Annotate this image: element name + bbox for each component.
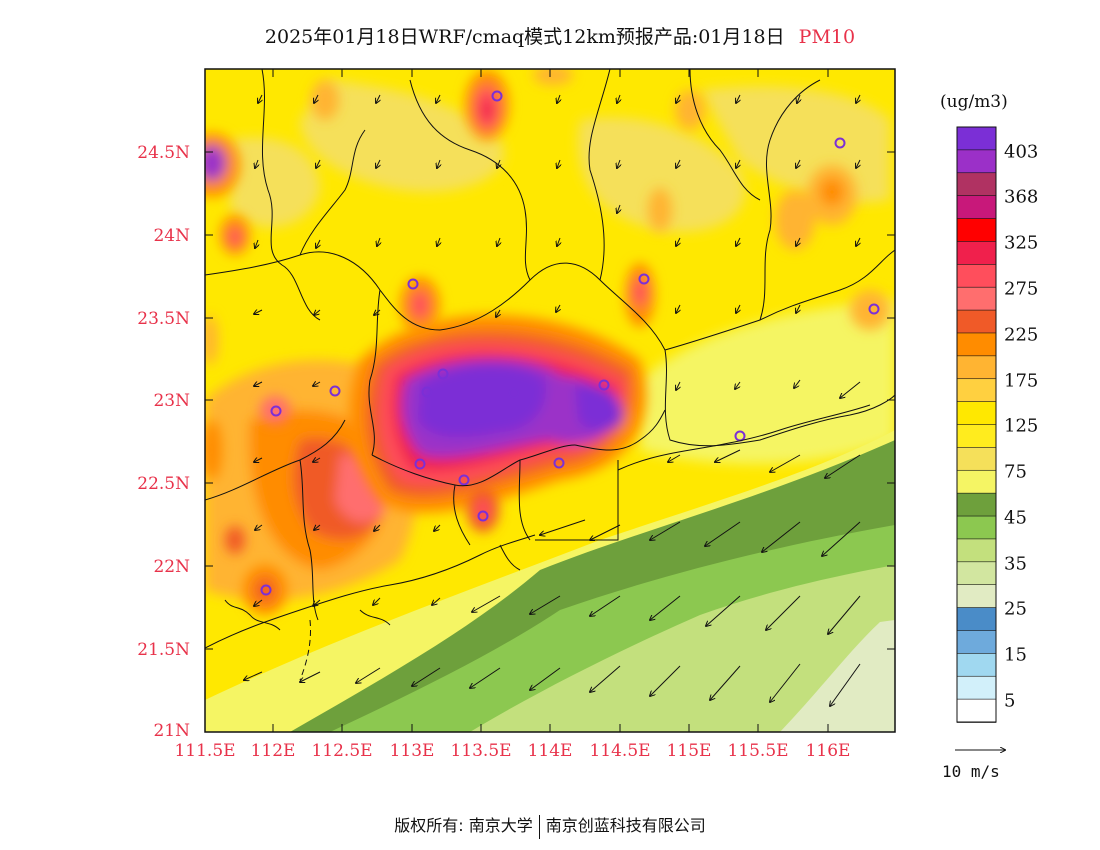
colorbar-frame [956, 126, 997, 723]
sea-band-pale [780, 620, 895, 732]
lat-label-21: 21N [153, 721, 190, 741]
colorbar-label: 5 [1004, 690, 1016, 712]
lat-label-23-5: 23.5N [137, 309, 190, 329]
lat-label-22: 22N [153, 557, 190, 577]
colorbar-label: 45 [1004, 507, 1027, 529]
wind-reference-label: 10 m/s [942, 762, 1000, 781]
colorbar-swatch [956, 264, 997, 288]
colorbar-swatch [956, 401, 997, 426]
colorbar-label: 275 [1004, 278, 1039, 300]
wind-arrows [244, 94, 860, 706]
lat-label-22-5: 22.5N [137, 474, 190, 494]
colorbar-swatch [956, 218, 997, 243]
colorbar-label: 225 [1004, 324, 1039, 346]
colorbar-swatch [956, 630, 997, 655]
colorbar-swatch [956, 309, 997, 334]
lon-label-114: 114E [527, 741, 573, 761]
footer-company: 南京创蓝科技有限公司 [545, 816, 706, 835]
colorbar-label: 175 [1004, 370, 1039, 392]
colorbar-label: 15 [1004, 644, 1027, 666]
footer: 版权所有: 南京大学 南京创蓝科技有限公司 [0, 812, 1100, 839]
colorbar-swatch [956, 378, 997, 403]
colorbar-label: 35 [1004, 553, 1027, 575]
title-main: 2025年01月18日WRF/cmaq模式12km预报产品:01月18日 [264, 26, 785, 48]
axis-ticks [205, 69, 895, 732]
colorbar-swatch [956, 675, 997, 700]
colorbar-swatch [956, 561, 997, 586]
colorbar-swatch [956, 447, 997, 472]
lon-label-116: 116E [805, 741, 851, 761]
colorbar-swatch [956, 286, 997, 311]
colorbar-label: 325 [1004, 232, 1039, 254]
colorbar-swatch [956, 241, 997, 266]
lon-label-114-5: 114.5E [589, 741, 651, 761]
station-markers [260, 90, 880, 596]
lon-label-112: 112E [250, 741, 296, 761]
lon-label-113: 113E [389, 741, 435, 761]
lat-label-24-5: 24.5N [137, 143, 190, 163]
colorbar-swatch [956, 149, 997, 174]
colorbar-label: 25 [1004, 598, 1027, 620]
footer-copyright: 版权所有: 南京大学 [394, 816, 533, 835]
lon-label-115: 115E [666, 741, 712, 761]
colorbar-swatch [956, 653, 997, 678]
lat-label-23: 23N [153, 391, 190, 411]
lon-label-115-5: 115.5E [727, 741, 789, 761]
lon-label-113-5: 113.5E [450, 741, 512, 761]
page-title: 2025年01月18日WRF/cmaq模式12km预报产品:01月18日 PM10 [0, 22, 1100, 49]
colorbar-label: 403 [1004, 141, 1039, 163]
colorbar-swatch [956, 492, 997, 517]
colorbar-swatch [956, 698, 997, 723]
colorbar-label: 75 [1004, 461, 1027, 483]
colorbar-swatch [956, 538, 997, 563]
colorbar-swatch [956, 515, 997, 540]
colorbar-unit: (ug/m3) [940, 92, 1008, 112]
colorbar [956, 126, 997, 723]
colorbar-swatch [956, 607, 997, 632]
footer-separator [538, 814, 540, 839]
colorbar-label: 368 [1004, 186, 1039, 208]
colorbar-swatch [956, 424, 997, 449]
admin-boundaries [205, 69, 895, 681]
colorbar-swatch [956, 584, 997, 609]
lat-label-24: 24N [153, 226, 190, 246]
title-variable: PM10 [798, 26, 856, 48]
lon-label-111-5: 111.5E [174, 741, 236, 761]
colorbar-swatch [956, 332, 997, 357]
colorbar-swatch [956, 172, 997, 197]
pm-hotspots [205, 69, 890, 615]
colorbar-swatch [956, 195, 997, 220]
colorbar-swatch [956, 126, 997, 151]
colorbar-swatch [956, 355, 997, 380]
pm-field-east [640, 300, 895, 464]
colorbar-swatch [956, 469, 997, 494]
pm-field-north [230, 80, 890, 232]
lon-label-112-5: 112.5E [311, 741, 373, 761]
lat-label-21-5: 21.5N [137, 640, 190, 660]
colorbar-label: 125 [1004, 415, 1039, 437]
